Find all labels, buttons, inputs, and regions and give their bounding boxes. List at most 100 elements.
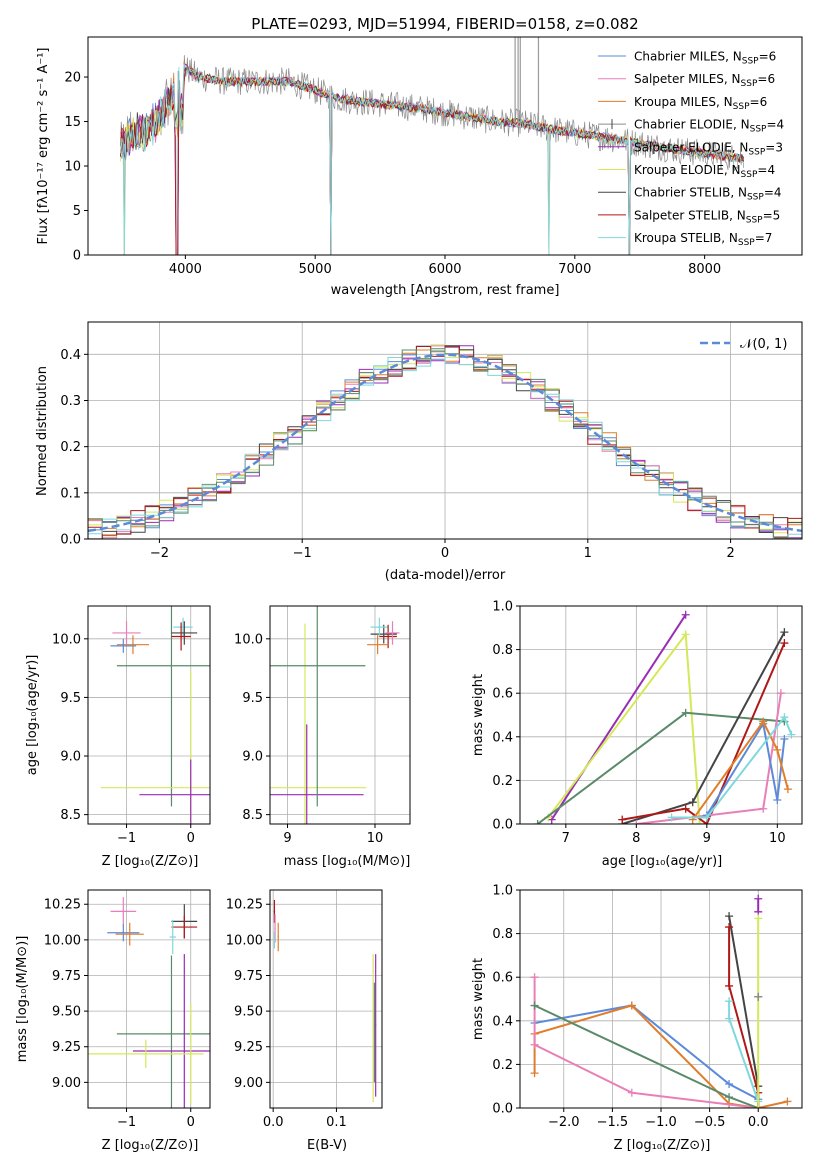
x-tick-label: 10: [367, 831, 384, 846]
y-tick-label: 9.25: [234, 1040, 263, 1055]
y-tick-label: 8.5: [60, 808, 81, 823]
spectrum-axes-frame: [87, 36, 803, 256]
x-tick-label: 8: [632, 831, 640, 846]
plot-1: [88, 344, 802, 539]
plot-4: [533, 610, 796, 824]
y-tick-label: 20: [64, 71, 81, 86]
mass-weight-line-salpeter_miles: [636, 693, 782, 824]
mass-weight-marker: [776, 689, 785, 698]
legend-entry: Salpeter ELODIE, NSSP=3: [598, 140, 783, 157]
x-tick-label: −1: [117, 831, 136, 846]
axes-1: −2 −1 0 1 2 0.0 0.1 0.2 0.3 0.4 𝒩(0, 1): [60, 321, 803, 561]
mass-z-x-label: Z [log₁₀(Z/Z⊙)]: [102, 1138, 199, 1153]
legend-label-sub: SSP: [742, 57, 759, 67]
mass-weight-line-chabrier_miles: [705, 720, 786, 816]
mass-weight-marker: [783, 785, 792, 794]
mass-weight-marker: [754, 914, 763, 923]
x-tick-label: 0: [441, 546, 449, 561]
x-tick-label: −0.5: [694, 1115, 726, 1130]
spectrum-x-label: wavelength [Angstrom, rest frame]: [331, 283, 560, 298]
axes-frame-4: [519, 605, 803, 825]
legend-label-tail: =4: [764, 186, 782, 200]
legend-label-sub: SSP: [750, 125, 767, 135]
x-tick-label: 0: [187, 831, 195, 846]
legend-label: Salpeter STELIB, NSSP=5: [634, 208, 780, 225]
x-tick-label: −2: [150, 546, 169, 561]
mass-weight-line-kroupa_elodie: [547, 631, 701, 824]
mass-weight-marker: [780, 628, 789, 637]
legend-label-sub: SSP: [733, 102, 750, 112]
axes-4: 7 8 9 10 0.0 0.2 0.4 0.6 0.8 1.0: [492, 600, 803, 846]
mass-weight-marker: [780, 639, 789, 648]
mass-weight-marker: [688, 798, 697, 807]
spectrum-panel: PLATE=0293, MJD=51994, FIBERID=0158, z=0…: [36, 15, 803, 298]
legend-entry: Chabrier STELIB, NSSP=4: [598, 186, 782, 203]
histogram-x-label: (data-model)/error: [385, 568, 506, 583]
y-tick-label: 0.1: [60, 486, 81, 501]
mass-weight-marker: [783, 1097, 792, 1106]
y-tick-label: 0: [73, 249, 81, 264]
y-tick-label: 10.25: [44, 898, 81, 913]
normal-legend-label: 𝒩(0, 1): [740, 337, 787, 352]
x-tick-label: 9: [703, 831, 711, 846]
x-tick-label: 0: [187, 1115, 195, 1130]
mass-weight-marker: [530, 1001, 539, 1010]
mass-weight-marker: [759, 804, 768, 813]
legend-label-tail: =6: [750, 95, 768, 109]
spectrum-line-chabrier_stelib: [120, 67, 744, 255]
x-tick-label: 10: [769, 831, 786, 846]
x-tick-label: 8000: [688, 262, 721, 277]
mass-weight-marker: [787, 730, 796, 739]
y-tick-label: 0.2: [492, 1058, 513, 1073]
legend-entry: Kroupa ELODIE, NSSP=4: [598, 163, 775, 180]
x-tick-label: −1: [117, 1115, 136, 1130]
legend-label-main: Chabrier STELIB, N: [634, 186, 747, 200]
y-tick-label: 0.4: [492, 1014, 513, 1029]
plot-0: [120, 37, 744, 255]
x-tick-label: 2: [726, 546, 734, 561]
y-tick-label: 0.6: [492, 687, 513, 702]
axes-frame-5: [87, 889, 211, 1109]
legend-label-main: Salpeter STELIB, N: [634, 208, 746, 222]
mass-weight-marker: [725, 923, 734, 932]
y-tick-label: 0.8: [492, 927, 513, 942]
legend-label: Chabrier MILES, NSSP=6: [634, 50, 776, 67]
mass-weight-line-kroupa_stelib: [671, 715, 793, 819]
mass-weight-marker: [530, 1040, 539, 1049]
x-tick-label: 4000: [169, 262, 202, 277]
histogram-axes-frame: [87, 321, 803, 540]
legend-label-sub: SSP: [746, 215, 763, 225]
legend-label-sub: SSP: [741, 79, 758, 89]
mass-weight-marker: [725, 981, 734, 990]
legend-label: Salpeter ELODIE, NSSP=3: [634, 140, 783, 157]
mw-age-y-label: mass weight: [471, 674, 486, 756]
y-tick-label: 0.6: [492, 971, 513, 986]
mass-weight-marker: [780, 713, 789, 722]
legend-entry: Chabrier MILES, NSSP=6: [598, 50, 776, 67]
mass-weight-marker: [759, 717, 768, 726]
legend-entry: Kroupa MILES, NSSP=6: [598, 95, 767, 112]
legend-label-tail: =7: [755, 231, 773, 245]
legend-label-tail: =6: [759, 50, 777, 64]
x-tick-label: 7: [562, 831, 570, 846]
y-tick-label: 9.5: [60, 691, 81, 706]
legend-entry: Kroupa STELIB, NSSP=7: [598, 231, 772, 248]
y-tick-label: 10.0: [52, 632, 81, 647]
mass-weight-marker: [627, 1088, 636, 1097]
y-tick-label: 0.0: [492, 1102, 513, 1117]
y-tick-label: 9.00: [52, 1076, 81, 1091]
x-tick-label: 0.0: [748, 1115, 769, 1130]
mass-weight-line-salpeter_elodie: [550, 614, 687, 821]
legend-label-tail: =4: [757, 163, 775, 177]
axes-7: −2.0 −1.5 −1.0 −0.5 0.0 0.0 0.2 0.4 0.6 0.8 1.0: [492, 884, 803, 1130]
y-tick-label: 10.00: [226, 933, 263, 948]
age-vs-metallicity-panel: Z [log₁₀(Z/Z⊙)] age [log₁₀(age/yr)] −1 0 8…: [25, 605, 211, 869]
legend-label-main: Kroupa ELODIE, N: [634, 163, 741, 177]
legend-label-main: Salpeter ELODIE, N: [634, 140, 748, 154]
legend-label-sub: SSP: [738, 238, 755, 248]
mass-weight-line-salpeter_stelib: [622, 642, 786, 824]
legend-label-tail: =3: [765, 140, 783, 154]
axes-frame-2: [87, 605, 211, 825]
y-tick-label: 0.4: [60, 348, 81, 363]
